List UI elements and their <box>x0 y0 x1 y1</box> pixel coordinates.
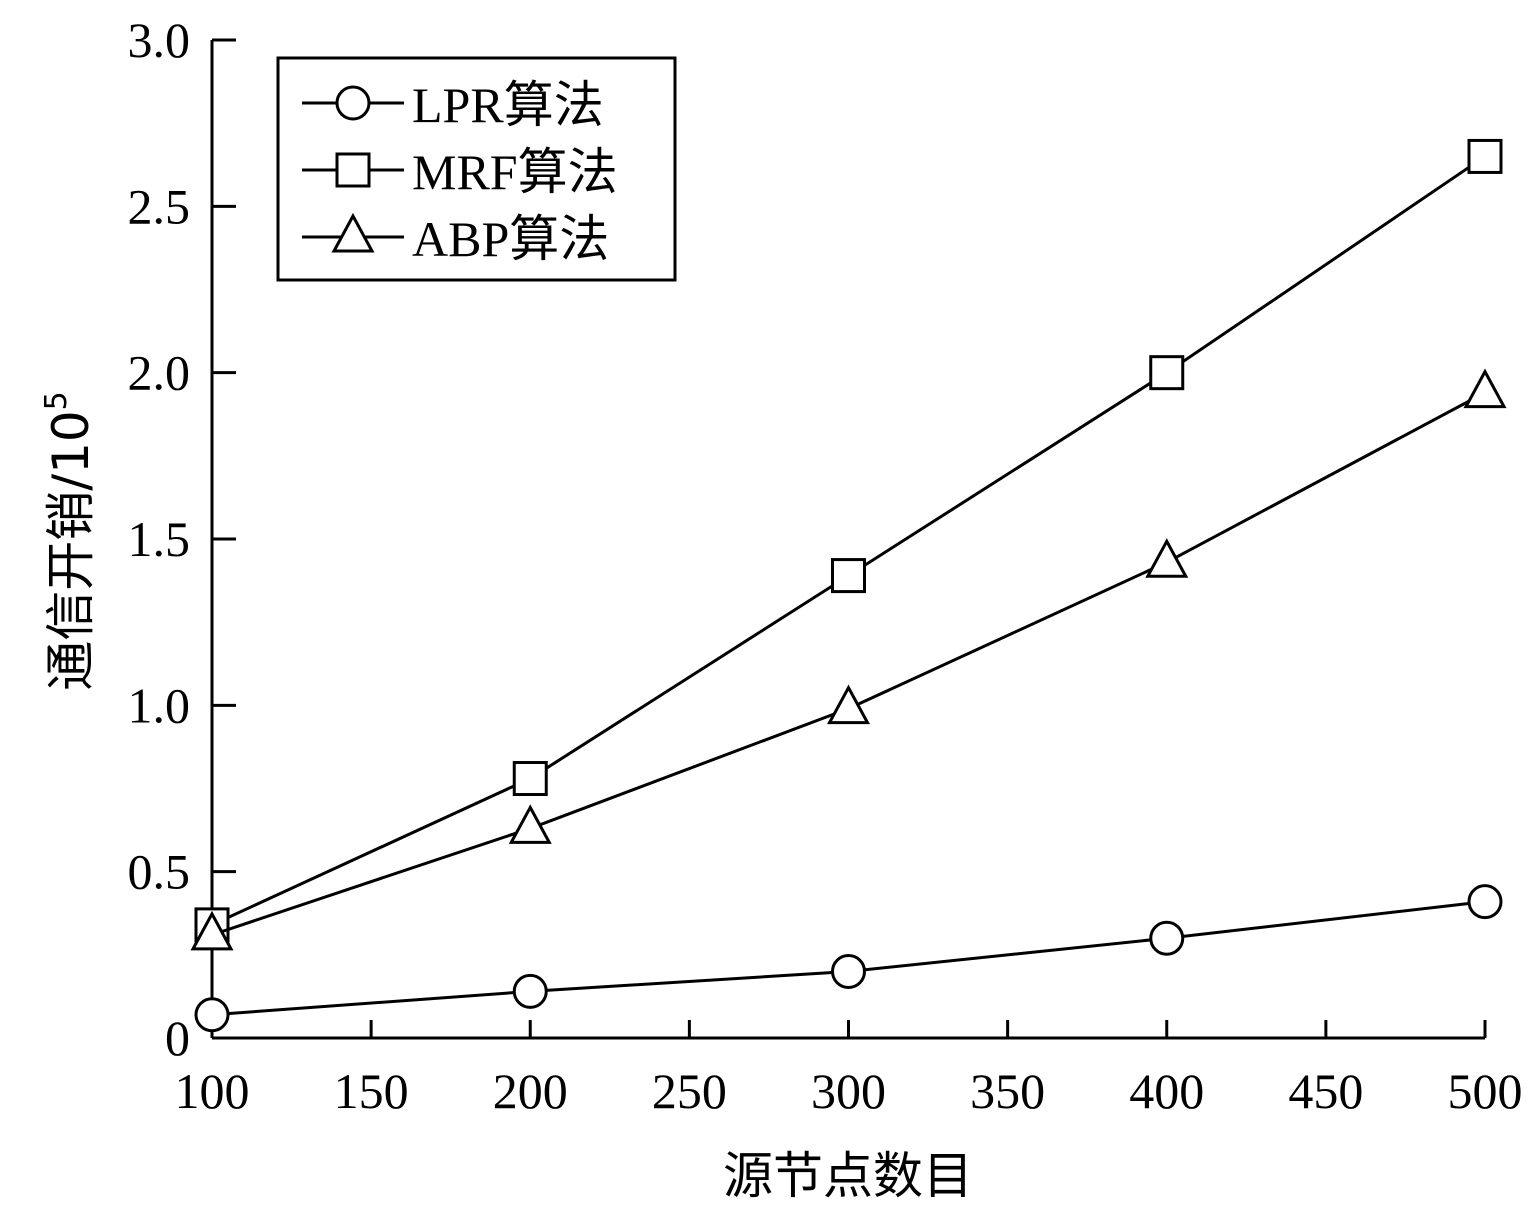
legend-marker-triangle <box>331 212 375 253</box>
x-tick-label: 250 <box>652 1063 727 1119</box>
series-circle <box>194 884 1503 1033</box>
data-point-square <box>512 761 548 797</box>
data-point-triangle <box>190 910 234 951</box>
x-axis-title: 源节点数目 <box>723 1147 973 1205</box>
data-point-square <box>1149 355 1185 391</box>
series-triangle <box>190 368 1507 951</box>
y-tick-label: 3.0 <box>128 12 191 68</box>
svg-text:通信开销/105: 通信开销/105 <box>39 391 100 691</box>
x-tick-label: 450 <box>1288 1063 1363 1119</box>
x-axis-ticks: 100 150 200 250 300 350 400 450 500 <box>175 1020 1523 1119</box>
legend: LPR算法 MRF算法 ABP算法 <box>276 56 677 282</box>
y-tick-label: 1.0 <box>128 677 191 733</box>
y-tick-label: 2.0 <box>128 345 191 401</box>
legend-marker-circle <box>335 85 371 121</box>
y-tick-label: 2.5 <box>128 178 191 234</box>
data-point-triangle <box>508 804 552 844</box>
data-point-circle <box>194 997 230 1033</box>
data-point-circle <box>512 973 548 1009</box>
legend-label: ABP算法 <box>412 211 609 267</box>
data-point-triangle <box>826 684 871 725</box>
y-axis-ticks: 0 0.5 1.0 1.5 2.0 2.5 3.0 <box>128 12 236 1066</box>
y-tick-label: 0.5 <box>128 844 191 900</box>
legend-item: MRF算法 <box>302 144 618 200</box>
x-tick-label: 150 <box>334 1063 409 1119</box>
data-point-square <box>1467 138 1503 174</box>
data-point-square <box>831 558 866 594</box>
y-axis-title-group: 通信开销/105 <box>39 391 100 691</box>
x-tick-label: 500 <box>1448 1063 1523 1119</box>
data-point-circle <box>831 953 866 989</box>
x-tick-label: 300 <box>811 1063 886 1119</box>
legend-item: LPR算法 <box>302 77 604 133</box>
legend-marker-square <box>335 152 371 188</box>
legend-label: LPR算法 <box>412 77 604 133</box>
data-point-triangle <box>1463 368 1507 409</box>
y-axis-title: 通信开销/10 <box>42 410 100 690</box>
series-line <box>211 391 1486 937</box>
x-tick-label: 100 <box>175 1063 250 1119</box>
x-tick-label: 350 <box>970 1063 1045 1119</box>
x-tick-label: 200 <box>493 1063 568 1119</box>
y-tick-label: 0 <box>165 1010 190 1066</box>
data-point-circle <box>1149 920 1185 956</box>
series-layer <box>190 138 1507 1033</box>
y-tick-label: 1.5 <box>128 511 191 567</box>
data-point-circle <box>1467 884 1503 920</box>
legend-item: ABP算法 <box>302 211 609 267</box>
y-axis-title-exponent: 5 <box>39 391 74 410</box>
legend-label: MRF算法 <box>412 144 618 200</box>
x-tick-label: 400 <box>1129 1063 1204 1119</box>
data-point-triangle <box>1145 538 1189 578</box>
